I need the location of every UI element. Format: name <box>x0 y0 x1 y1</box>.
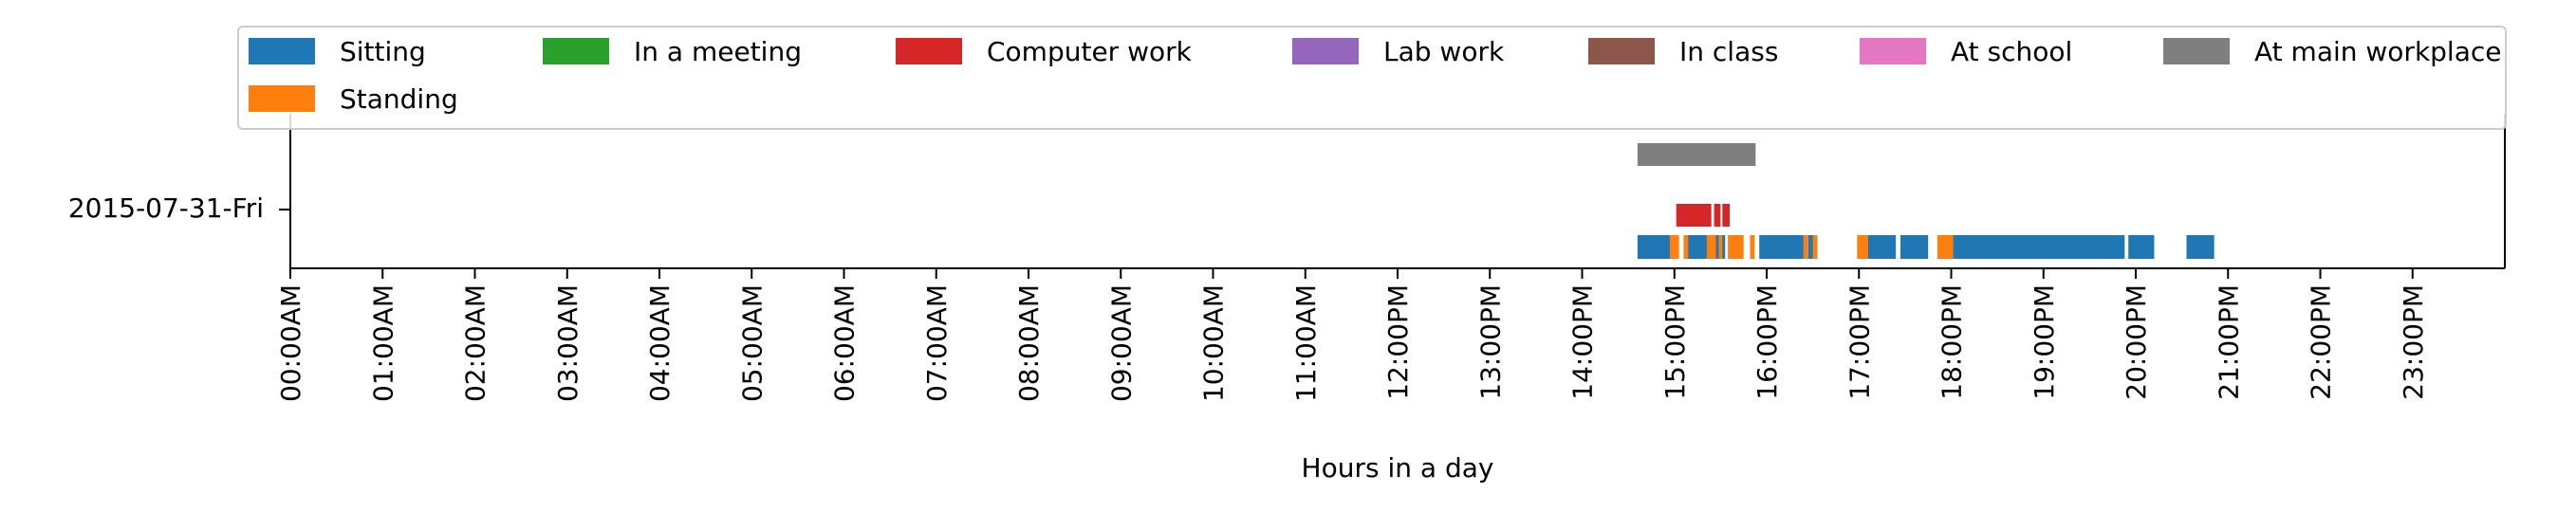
x-tick-label: 02:00AM <box>460 284 491 402</box>
x-axis-label: Hours in a day <box>1302 452 1494 484</box>
x-tick-label: 17:00PM <box>1844 284 1875 400</box>
legend-label: Sitting <box>340 36 426 67</box>
legend-frame <box>237 26 2507 130</box>
legend: Sitting In a meeting Computer work Lab work… <box>237 26 2507 130</box>
legend-swatch-at-main-workplace <box>2163 38 2230 64</box>
bar-standing <box>1706 235 1716 259</box>
legend-label: At main workplace <box>2254 36 2502 67</box>
x-tick-label: 23:00PM <box>2398 284 2429 400</box>
x-tick-label: 16:00PM <box>1751 284 1783 400</box>
bar-computer-work <box>1714 204 1721 227</box>
x-tick-label: 00:00AM <box>275 284 306 402</box>
legend-swatch-computer-work <box>896 38 962 64</box>
bar-standing <box>1812 235 1818 259</box>
x-tick-label: 05:00AM <box>736 284 768 402</box>
bar-sitting <box>1900 235 1929 259</box>
bar-standing <box>1857 235 1868 259</box>
x-tick-label: 09:00AM <box>1105 284 1137 402</box>
legend-swatch-in-class <box>1588 38 1655 64</box>
legend-label: In a meeting <box>634 36 802 67</box>
x-tick-label: 07:00AM <box>921 284 953 402</box>
legend-swatch-at-school <box>1860 38 1926 64</box>
bar-standing <box>1683 235 1689 259</box>
x-tick-label: 12:00PM <box>1382 284 1414 400</box>
legend-label: Standing <box>340 83 458 115</box>
x-tick-label: 06:00AM <box>829 284 861 402</box>
y-tick-label: 2015-07-31-Fri <box>68 192 264 224</box>
bar-sitting <box>1759 235 1804 259</box>
bar-at-main-workplace <box>1637 143 1756 166</box>
activity-bars <box>1637 143 2215 259</box>
bar-standing <box>1803 235 1808 259</box>
x-tick-label: 13:00PM <box>1474 284 1506 400</box>
x-tick-label: 22:00PM <box>2306 284 2337 400</box>
x-tick-label: 15:00PM <box>1659 284 1691 400</box>
x-tick-label: 21:00PM <box>2213 284 2244 400</box>
bar-standing <box>1718 235 1723 259</box>
bar-sitting <box>1637 235 1673 259</box>
x-tick-label: 14:00PM <box>1567 284 1599 400</box>
x-tick-label: 03:00AM <box>552 284 584 402</box>
bar-standing <box>1750 235 1755 259</box>
legend-label: In class <box>1679 36 1778 67</box>
bar-standing <box>1669 235 1679 259</box>
x-tick-label: 20:00PM <box>2121 284 2152 400</box>
legend-label: At school <box>1951 36 2072 67</box>
x-tick-label: 19:00PM <box>2029 284 2060 400</box>
x-tick-label: 01:00AM <box>367 284 398 402</box>
x-tick-label: 11:00AM <box>1290 284 1322 402</box>
legend-label: Lab work <box>1383 36 1505 67</box>
bar-sitting <box>2128 235 2155 259</box>
x-tick-label: 04:00AM <box>644 284 676 402</box>
x-ticks: 00:00AM 01:00AM 02:00AM 03:00AM 04:00AM 05:00… <box>275 268 2429 402</box>
bar-sitting <box>1953 235 2125 259</box>
legend-label: Computer work <box>987 36 1193 67</box>
legend-swatch-lab-work <box>1292 38 1359 64</box>
x-tick-label: 10:00AM <box>1198 284 1230 402</box>
bar-computer-work <box>1676 204 1712 227</box>
bar-sitting <box>2186 235 2215 259</box>
bar-sitting <box>1866 235 1897 259</box>
legend-swatch-in-a-meeting <box>543 38 609 64</box>
bar-standing <box>1937 235 1954 259</box>
legend-swatch-sitting <box>249 38 315 64</box>
bar-standing <box>1728 235 1744 259</box>
x-tick-label: 08:00AM <box>1013 284 1045 402</box>
x-tick-label: 18:00PM <box>1937 284 1968 400</box>
bar-computer-work <box>1722 204 1731 227</box>
legend-swatch-standing <box>249 85 315 112</box>
